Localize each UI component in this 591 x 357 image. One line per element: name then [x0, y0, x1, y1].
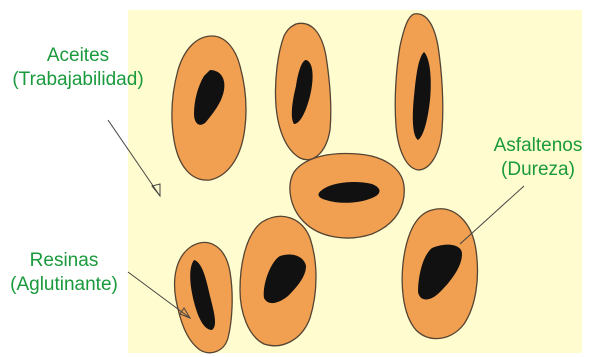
asfaltenos-pointer-line — [459, 185, 525, 245]
aggregate-4 — [289, 152, 405, 239]
aggregate-7 — [401, 208, 479, 340]
aggregate-1 — [171, 35, 247, 181]
asfaltenos-pointer — [459, 185, 525, 245]
aggregate-2-core — [291, 60, 313, 124]
aggregate-7-core — [418, 244, 462, 300]
label-resinas-name: Resinas — [29, 250, 99, 271]
aggregate-2 — [274, 22, 332, 161]
resinas-pointer-line — [127, 271, 191, 319]
resinas-pointer-arrowhead — [179, 307, 192, 320]
aceites-pointer-line — [107, 119, 161, 197]
aggregate-4-core — [318, 182, 380, 203]
label-aceites-role: (Trabajabilidad) — [12, 69, 144, 90]
aggregate-6 — [239, 215, 317, 347]
label-asfaltenos-name: Asfaltenos — [493, 135, 583, 156]
aceites-pointer — [107, 119, 161, 198]
label-aceites: Aceites (Trabajabilidad) — [4, 44, 152, 92]
aggregate-5 — [173, 241, 233, 354]
label-resinas-role: (Aglutinante) — [10, 274, 118, 295]
aggregate-1-core — [194, 70, 225, 125]
label-resinas: Resinas (Aglutinante) — [0, 249, 128, 297]
aggregate-3 — [394, 13, 444, 171]
label-asfaltenos: Asfaltenos (Dureza) — [484, 134, 591, 182]
resinas-pointer — [127, 271, 192, 320]
aggregate-6-core — [263, 254, 306, 304]
aggregate-5-core — [190, 260, 216, 330]
label-asfaltenos-role: (Dureza) — [501, 159, 575, 180]
aceites-pointer-arrowhead — [151, 183, 161, 198]
label-aceites-name: Aceites — [46, 45, 110, 66]
aggregate-3-core — [412, 52, 431, 140]
